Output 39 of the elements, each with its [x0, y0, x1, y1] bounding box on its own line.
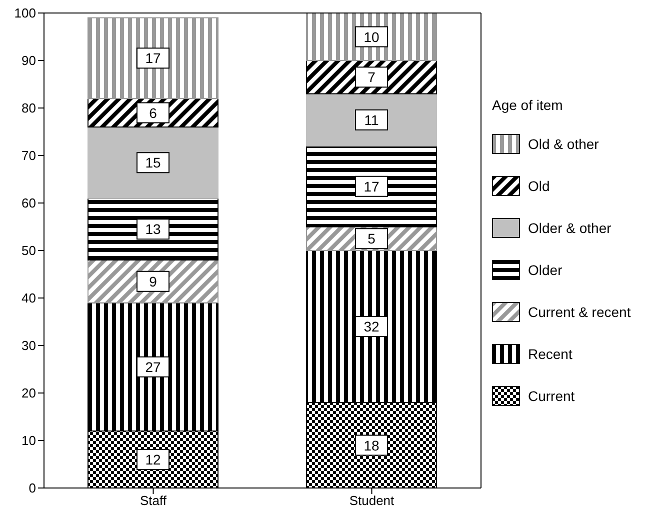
legend-label: Older & other [528, 220, 612, 236]
data-label: 6 [149, 104, 158, 121]
legend-label: Current [528, 388, 575, 404]
y-tick-label: 100 [14, 6, 36, 21]
y-tick-label: 30 [22, 338, 36, 354]
y-tick-label: 70 [22, 148, 36, 164]
y-tick-label: 20 [22, 386, 36, 401]
bar [306, 93, 437, 146]
data-label: 12 [145, 452, 161, 468]
y-tick-label: 90 [22, 53, 36, 68]
bar [88, 198, 218, 260]
data-label: 7 [368, 69, 376, 86]
data-label: 15 [145, 154, 161, 171]
bar [88, 17, 218, 99]
legend-label: Current & recent [528, 304, 631, 320]
y-tick-label: 40 [22, 290, 36, 306]
legend-label: Old & other [528, 136, 599, 152]
y-tick-label: 60 [22, 196, 36, 211]
data-label: 11 [364, 112, 379, 128]
x-tick-label: Staff [140, 493, 167, 508]
legend-title: Age of item [492, 97, 564, 113]
y-tick-label: 50 [22, 243, 36, 258]
data-label: 17 [145, 50, 161, 66]
legend-label: Recent [528, 346, 572, 362]
x-tick-label: Student [349, 493, 395, 508]
legend-label: Old [528, 178, 550, 194]
data-label: 9 [149, 273, 158, 290]
y-tick-label: 80 [22, 100, 36, 116]
data-label: 13 [145, 221, 161, 238]
data-label: 17 [364, 178, 380, 194]
y-tick-label: 10 [22, 433, 36, 448]
data-label: 18 [364, 437, 380, 454]
legend-label: Older [528, 262, 562, 278]
data-label: 32 [364, 318, 380, 334]
y-tick-label: 0 [28, 480, 36, 496]
data-label: 27 [145, 358, 161, 375]
data-label: 10 [364, 28, 380, 45]
data-label: 5 [368, 230, 376, 247]
bar [88, 126, 218, 199]
